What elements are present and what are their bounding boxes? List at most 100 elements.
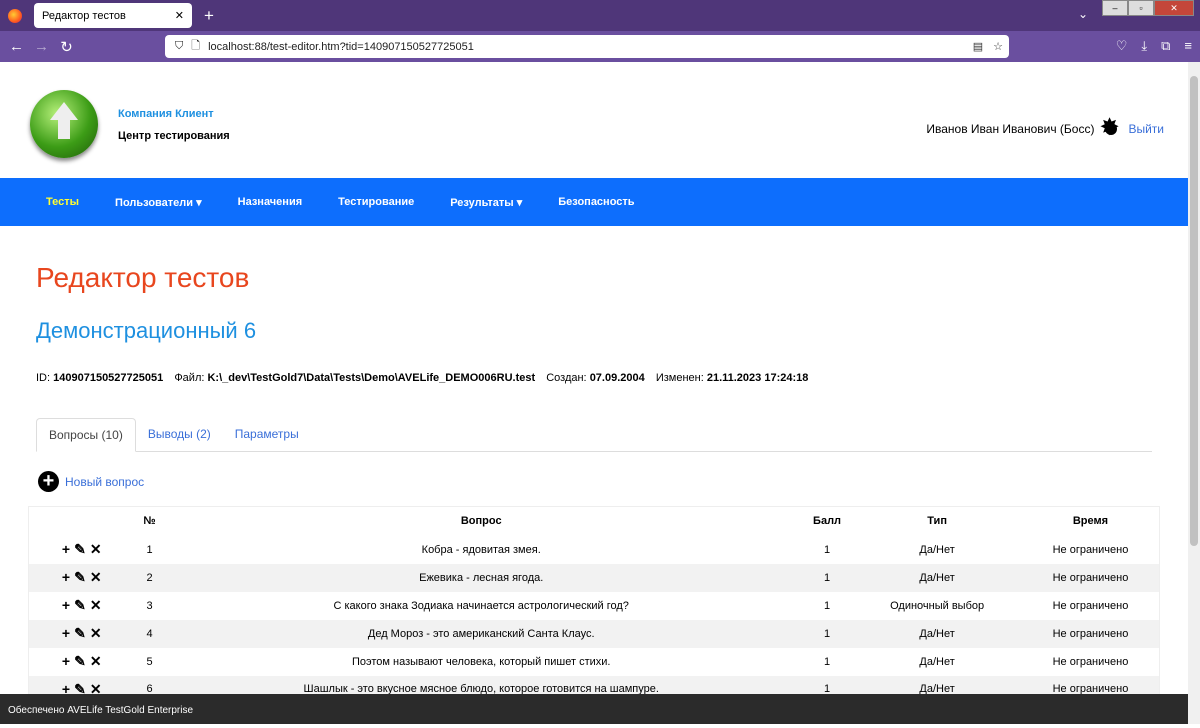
- cell: Одиночный выбор: [890, 599, 985, 612]
- theme-toggle-sun-icon[interactable]: [1099, 113, 1122, 142]
- tab-title: Редактор тестов: [42, 9, 126, 22]
- modified-label: Изменен:: [655, 372, 704, 384]
- scrollbar-thumb[interactable]: [1190, 76, 1198, 546]
- nav-testing[interactable]: Тестирование: [338, 196, 415, 208]
- url-text: localhost:88/test-editor.htm?tid=1409071…: [208, 40, 474, 53]
- cell: Ежевика - лесная ягода.: [160, 563, 802, 592]
- delete-icon[interactable]: ✕: [89, 625, 106, 641]
- cell: 4: [138, 619, 161, 648]
- table-row: +✎✕ 1 Кобра - ядовитая змея. 1 Да/Нет Не огра…: [29, 536, 1160, 564]
- delete-icon[interactable]: ✕: [89, 653, 106, 669]
- cell: 5: [146, 655, 153, 668]
- close-icon[interactable]: ✕: [174, 10, 184, 22]
- cell: С какого знака Зодиака начинается астрол…: [333, 599, 629, 612]
- forward-icon[interactable]: →: [34, 38, 49, 55]
- insert-icon[interactable]: +: [61, 625, 75, 641]
- delete-icon[interactable]: ✕: [89, 541, 106, 557]
- questions-table: № Вопрос Балл Тип Время +✎✕ 1 Кобра - ядов…: [28, 506, 1160, 704]
- chevron-down-icon[interactable]: ⌄: [1077, 7, 1088, 21]
- cell: 2: [138, 563, 161, 592]
- new-question-label: Новый вопрос: [65, 474, 145, 489]
- cell: 1: [801, 563, 853, 592]
- cell: Да/Нет: [919, 655, 955, 668]
- created-label: Создан:: [546, 372, 587, 384]
- delete-icon[interactable]: ✕: [89, 597, 106, 613]
- col-type: Тип: [927, 515, 947, 528]
- insert-icon[interactable]: +: [61, 680, 75, 697]
- new-tab-icon[interactable]: +: [204, 5, 214, 25]
- page-icon: 🗋: [191, 40, 201, 52]
- table-row: +✎✕ 4 Дед Мороз - это американский Санта К…: [28, 619, 1160, 648]
- col-question: Вопрос: [460, 515, 502, 528]
- cell: Не ограничено: [1021, 619, 1160, 648]
- col-actions: [29, 507, 139, 536]
- tab-questions[interactable]: Вопросы (10): [36, 418, 136, 452]
- cell: Кобра - ядовитая змея.: [421, 543, 541, 556]
- insert-icon[interactable]: +: [61, 541, 75, 557]
- company-name: Компания Клиент: [118, 108, 214, 120]
- table-row: +✎✕ 2 Ежевика - лесная ягода. 1 Да/Нет Не огр…: [28, 563, 1160, 592]
- menu-icon[interactable]: ≡: [1184, 38, 1192, 53]
- nav-tests[interactable]: Тесты: [46, 196, 80, 208]
- cell: 1: [823, 543, 831, 556]
- col-number: №: [143, 515, 156, 528]
- test-name: Демонстрационный 6: [36, 318, 257, 343]
- insert-icon[interactable]: +: [61, 597, 75, 613]
- nav-results[interactable]: Результаты ▾: [450, 196, 523, 209]
- col-time: Время: [1072, 515, 1109, 528]
- scrollbar[interactable]: [1188, 62, 1200, 724]
- firefox-icon[interactable]: [0, 0, 30, 31]
- cell: 1: [801, 619, 853, 648]
- back-icon[interactable]: ←: [9, 38, 24, 55]
- extensions-icon[interactable]: ⧉: [1161, 38, 1171, 53]
- file-value: K:\_dev\TestGold7\Data\Tests\Demo\AVELif…: [207, 372, 536, 384]
- cell: Не ограничено: [1052, 599, 1129, 612]
- delete-icon[interactable]: ✕: [89, 680, 106, 697]
- cell: Дед Мороз - это американский Санта Клаус…: [160, 619, 802, 648]
- edit-pencil-icon[interactable]: ✎: [74, 569, 90, 585]
- page-title: Редактор тестов: [36, 262, 250, 293]
- cell: Не ограничено: [1052, 655, 1129, 668]
- cell: Не ограничено: [1052, 543, 1129, 556]
- tab-conclusions[interactable]: Выводы (2): [147, 427, 211, 441]
- star-icon[interactable]: ☆: [993, 41, 1003, 53]
- pocket-icon[interactable]: ♡: [1115, 38, 1128, 53]
- footer: Обеспечено AVELife TestGold Enterprise: [0, 694, 1188, 724]
- nav-assignments[interactable]: Назначения: [237, 196, 303, 208]
- cell: 1: [146, 543, 153, 556]
- url-bar[interactable]: ⛉ 🗋 localhost:88/test-editor.htm?tid=14090…: [165, 35, 1009, 58]
- edit-pencil-icon[interactable]: ✎: [74, 541, 90, 557]
- maximize-button[interactable]: ▫: [1128, 0, 1154, 16]
- browser-tabbar: Редактор тестов ✕ + ⌄ – ▫ ✕: [0, 0, 1200, 31]
- cell: 1: [823, 599, 831, 612]
- browser-tab[interactable]: Редактор тестов ✕: [34, 3, 192, 28]
- edit-pencil-icon[interactable]: ✎: [74, 680, 90, 697]
- reload-icon[interactable]: ↻: [60, 38, 73, 56]
- modified-value: 21.11.2023 17:24:18: [706, 372, 809, 384]
- reader-icon[interactable]: ▤: [972, 41, 984, 53]
- new-question-button[interactable]: + Новый вопрос: [38, 471, 144, 492]
- logout-link[interactable]: Выйти: [1128, 122, 1164, 136]
- download-icon[interactable]: ⤓: [1141, 38, 1148, 53]
- site-header: Компания Клиент Центр тестирования Ивано…: [0, 62, 1200, 178]
- insert-icon[interactable]: +: [61, 569, 75, 585]
- id-value: 140907150527725051: [53, 372, 164, 384]
- insert-icon[interactable]: +: [61, 653, 75, 669]
- window-close-button[interactable]: ✕: [1154, 0, 1194, 16]
- tab-parameters[interactable]: Параметры: [234, 427, 299, 441]
- cell: Поэтом называют человека, который пишет …: [351, 655, 611, 668]
- cell: Да/Нет: [852, 563, 1022, 592]
- cell: 1: [823, 655, 831, 668]
- edit-pencil-icon[interactable]: ✎: [74, 597, 90, 613]
- browser-toolbar: ← → ↻ ⛉ 🗋 localhost:88/test-editor.htm?tid…: [0, 31, 1200, 62]
- nav-security[interactable]: Безопасность: [558, 196, 635, 208]
- edit-pencil-icon[interactable]: ✎: [74, 625, 90, 641]
- nav-users[interactable]: Пользователи ▾: [115, 196, 202, 209]
- table-row: +✎✕ 5 Поэтом называют человека, который пи…: [29, 648, 1160, 676]
- minimize-button[interactable]: –: [1102, 0, 1128, 16]
- plus-circle-icon: +: [38, 471, 59, 492]
- delete-icon[interactable]: ✕: [89, 569, 106, 585]
- table-header: № Вопрос Балл Тип Время: [29, 507, 1160, 536]
- edit-pencil-icon[interactable]: ✎: [74, 653, 90, 669]
- logo[interactable]: [30, 90, 98, 158]
